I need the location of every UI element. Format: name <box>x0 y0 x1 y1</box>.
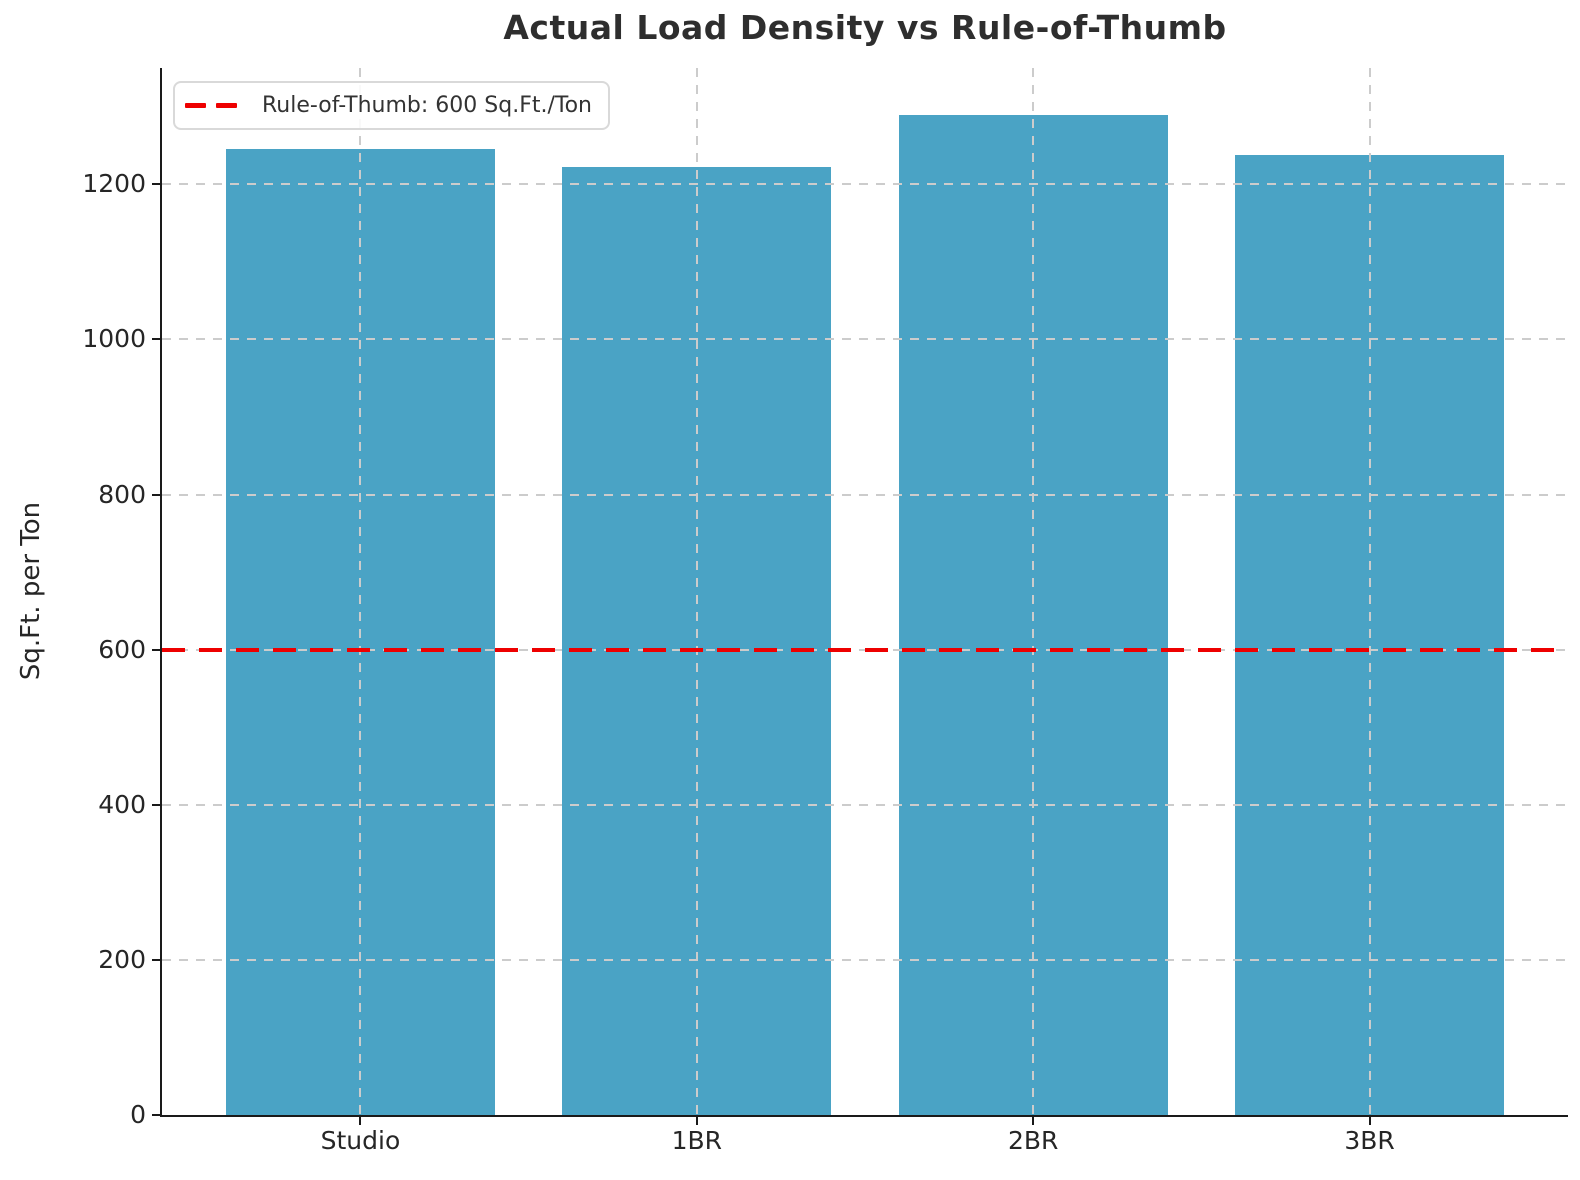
vertical-gridline <box>359 68 362 1115</box>
y-tick-mark <box>152 493 160 496</box>
x-tick-label: 3BR <box>1344 1126 1395 1155</box>
y-tick-label: 0 <box>130 1100 146 1129</box>
y-tick-mark <box>152 803 160 806</box>
horizontal-gridline <box>162 183 1568 186</box>
y-tick-label: 1000 <box>82 324 146 354</box>
y-tick-mark <box>152 338 160 341</box>
horizontal-gridline <box>162 958 1568 961</box>
x-tick-mark <box>1032 1117 1035 1125</box>
vertical-gridline <box>1032 68 1035 1115</box>
x-tick-label: 2BR <box>1007 1126 1059 1155</box>
horizontal-gridline <box>162 338 1568 341</box>
y-tick-label: 800 <box>98 479 146 509</box>
x-tick-label: Studio <box>320 1126 401 1155</box>
y-axis-spine <box>160 68 162 1117</box>
x-tick-mark <box>1368 1117 1371 1125</box>
rule-of-thumb-line <box>162 647 1568 652</box>
y-tick-mark <box>152 958 160 961</box>
y-tick-mark <box>152 183 160 186</box>
y-tick-mark <box>152 1114 160 1116</box>
y-tick-label: 400 <box>98 789 146 819</box>
horizontal-gridline <box>162 803 1568 806</box>
legend-dashed-line-icon <box>185 103 237 108</box>
legend-label: Rule-of-Thumb: 600 Sq.Ft./Ton <box>262 93 592 118</box>
legend: Rule-of-Thumb: 600 Sq.Ft./Ton <box>173 81 610 130</box>
x-tick-label: 1BR <box>671 1126 723 1155</box>
y-tick-label: 200 <box>98 944 146 974</box>
y-tick-label: 600 <box>98 634 146 664</box>
x-tick-mark <box>695 1117 698 1125</box>
vertical-gridline <box>1368 68 1371 1115</box>
x-axis-spine <box>160 1115 1568 1117</box>
x-tick-mark <box>359 1117 362 1125</box>
chart-title: Actual Load Density vs Rule-of-Thumb <box>503 8 1227 47</box>
vertical-gridline <box>695 68 698 1115</box>
y-tick-mark <box>152 648 160 651</box>
y-tick-label: 1200 <box>82 169 146 199</box>
horizontal-gridline <box>162 493 1568 496</box>
plot-area: Rule-of-Thumb: 600 Sq.Ft./Ton <box>162 68 1568 1115</box>
